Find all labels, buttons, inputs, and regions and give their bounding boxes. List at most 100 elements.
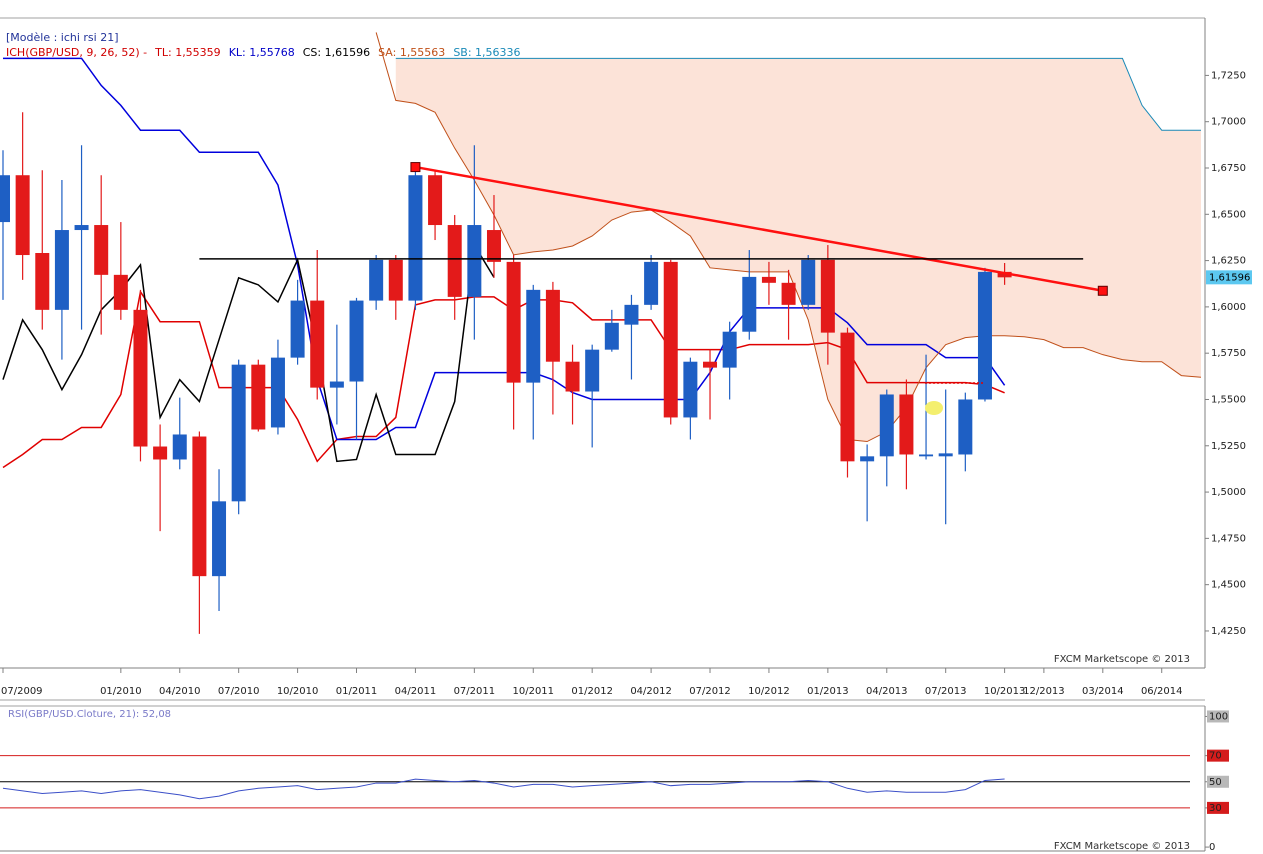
cloud: [395, 58, 1202, 442]
legend-item: CS: 1,61596: [302, 46, 371, 59]
candle-body: [133, 309, 148, 447]
candle-body: [290, 300, 305, 358]
candle-body: [0, 175, 10, 223]
candle-body: [251, 364, 266, 430]
candle-body: [545, 289, 560, 362]
last-price-box: [1206, 270, 1252, 285]
y-tick-bg: [1207, 775, 1229, 788]
x-tick-label: 12/2013: [1023, 686, 1065, 697]
candle-body: [997, 271, 1012, 278]
y-tick-label: 1,5750: [1211, 348, 1246, 359]
candle-body: [54, 230, 69, 310]
candle-body: [15, 175, 30, 256]
x-tick-label: 04/2011: [395, 686, 437, 697]
trend-marker: [410, 162, 421, 173]
x-tick-label: 01/2012: [571, 686, 613, 697]
candle-body: [604, 322, 619, 350]
candle-body: [683, 361, 698, 418]
x-tick-label: 10/2010: [277, 686, 319, 697]
candle-body: [506, 261, 521, 383]
candle-body: [781, 282, 796, 305]
y-tick-label: 1,6250: [1211, 256, 1246, 267]
x-tick-label: 06/2014: [1141, 686, 1183, 697]
candle-body: [919, 454, 934, 457]
y-tick-label: 50: [1209, 777, 1222, 788]
rsi-plot: [0, 755, 1190, 809]
trend-marker: [1097, 285, 1108, 296]
y-tick-bg: [1207, 710, 1229, 723]
y-tick-label: 1,4250: [1211, 626, 1246, 637]
candle-body: [761, 276, 776, 283]
price-plot: [0, 32, 1202, 634]
axes: 1,4250 1,4500 1,4750 1,5000 1,5250 1,5500 1,57…: [1, 70, 1252, 853]
candle-body: [624, 304, 639, 325]
candle-body: [192, 436, 207, 577]
candle-body: [428, 175, 443, 226]
candle-body: [977, 271, 992, 400]
candle-body: [369, 259, 384, 301]
x-tick-label: 07/2011: [454, 686, 496, 697]
y-tick-label: 1,5250: [1211, 441, 1246, 452]
line: [395, 57, 1201, 131]
candle-body: [447, 225, 462, 297]
line: [3, 57, 1006, 441]
candle-body: [231, 364, 246, 502]
candle-body: [74, 225, 89, 231]
y-tick-label: 1,5500: [1211, 394, 1246, 405]
x-tick-label: 01/2011: [336, 686, 378, 697]
legend-item: KL: 1,55768: [228, 46, 295, 59]
x-tick-label: 04/2012: [630, 686, 672, 697]
x-tick-label: 01/2010: [100, 686, 142, 697]
candle-body: [644, 261, 659, 305]
y-tick-label: 1,6750: [1211, 163, 1246, 174]
x-tick-label: 07/2009: [1, 686, 43, 697]
candle-body: [899, 394, 914, 455]
y-tick-label: 1,5000: [1211, 487, 1246, 498]
x-tick-label: 10/2013: [984, 686, 1026, 697]
candle-body: [722, 331, 737, 368]
candle-body: [879, 394, 894, 457]
legend-item: SB: 1,56336: [453, 46, 521, 59]
candle-body: [486, 230, 501, 262]
rsi-title: RSI(GBP/USD.Cloture, 21): 52,08: [8, 709, 171, 720]
candle-body: [270, 357, 285, 428]
y-tick-bg: [1207, 749, 1229, 762]
x-tick-label: 10/2011: [512, 686, 554, 697]
highlight-marker: [925, 401, 943, 415]
candle-body: [526, 289, 541, 383]
y-tick-label: 1,4750: [1211, 533, 1246, 544]
candle-body: [408, 175, 423, 301]
legend-item: TL: 1,55359: [155, 46, 221, 59]
y-tick-label: 70: [1209, 751, 1222, 762]
candle-body: [663, 261, 678, 418]
x-tick-label: 03/2014: [1082, 686, 1124, 697]
y-tick-label: 1,6500: [1211, 209, 1246, 220]
watermark: FXCM Marketscope © 2013: [1054, 841, 1190, 852]
watermark: FXCM Marketscope © 2013: [1054, 654, 1190, 665]
candle-body: [801, 259, 816, 305]
candle-body: [703, 361, 718, 368]
legend: [Modèle : ichi rsi 21] ICH(GBP/USD, 9, 2…: [6, 30, 529, 60]
y-tick-label: 30: [1209, 803, 1222, 814]
x-tick-label: 07/2010: [218, 686, 260, 697]
candle-body: [113, 274, 128, 310]
last-price-label: 1,61596: [1209, 272, 1250, 283]
candle-body: [94, 225, 109, 275]
indicator-label: ICH(GBP/USD, 9, 26, 52) -: [6, 46, 148, 59]
candle-body: [820, 259, 835, 333]
candle-body: [958, 399, 973, 455]
trend-line: [415, 165, 1104, 293]
candle-body: [860, 456, 875, 462]
y-tick-label: 1,7250: [1211, 70, 1246, 81]
candle-body: [35, 253, 50, 310]
candle-body: [153, 446, 168, 460]
chart-title: [Modèle : ichi rsi 21]: [6, 31, 119, 44]
line: [2, 242, 495, 463]
candle-body: [310, 300, 325, 388]
candle-body: [565, 361, 580, 392]
candle-body: [742, 276, 757, 332]
x-tick-label: 04/2013: [866, 686, 908, 697]
candle-body: [388, 259, 403, 301]
